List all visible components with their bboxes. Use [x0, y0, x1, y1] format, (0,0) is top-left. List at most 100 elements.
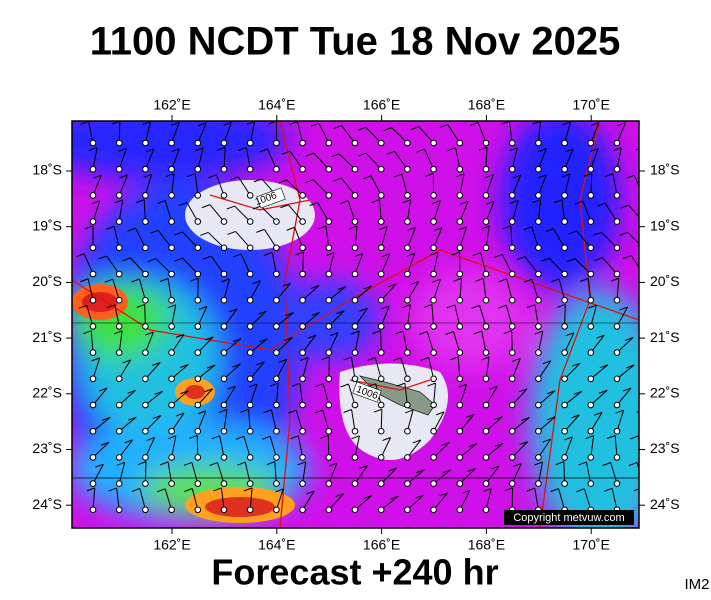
wind-barb — [348, 225, 358, 230]
wind-barb — [229, 308, 238, 313]
wind-station — [508, 401, 516, 409]
wind-barb — [396, 382, 406, 387]
wind-barb — [343, 409, 352, 413]
wind-barb — [354, 330, 360, 353]
wind-barb — [538, 390, 556, 406]
wind-station — [535, 401, 542, 409]
lon-label: 168˚E — [468, 97, 505, 113]
wind-barb — [269, 382, 279, 387]
wind-barb — [531, 279, 539, 301]
wind-station — [142, 454, 149, 461]
wind-barb — [197, 306, 208, 327]
wind-station — [561, 323, 568, 330]
wind-barb — [328, 332, 339, 353]
wind-barb — [573, 390, 582, 395]
wind-station — [168, 427, 175, 435]
wind-barb — [511, 441, 528, 458]
wind-barb — [80, 121, 89, 125]
wind-station — [404, 506, 411, 514]
isobar-label-box — [256, 187, 286, 209]
wind-barb — [469, 122, 479, 126]
wind-barb — [590, 412, 603, 432]
wind-barb — [619, 306, 628, 311]
wind-barb — [485, 416, 503, 432]
wind-barb — [418, 126, 434, 144]
wind-barb — [182, 231, 199, 249]
wind-barb — [206, 364, 216, 369]
wind-station — [89, 506, 97, 514]
wind-station — [613, 218, 621, 225]
wind-barb — [576, 230, 592, 249]
wind-barb — [545, 228, 554, 233]
wind-barb — [534, 330, 543, 335]
wind-barb — [402, 199, 411, 204]
wind-barb — [302, 334, 317, 353]
wind-barb — [122, 257, 131, 262]
wind-barb — [604, 202, 618, 222]
wind-barb — [354, 307, 368, 327]
wind-station — [89, 427, 97, 435]
wind-barb — [472, 252, 481, 257]
wind-barb — [116, 487, 120, 510]
wind-station — [508, 454, 516, 461]
lon-label: 162˚E — [153, 97, 190, 113]
wind-barb — [139, 488, 146, 510]
wind-barb — [381, 253, 390, 258]
wind-barb — [439, 124, 448, 129]
wind-barb — [243, 487, 253, 492]
wind-barb — [453, 331, 461, 353]
wind-barb — [636, 462, 639, 472]
wind-station — [168, 244, 175, 252]
wind-barb — [627, 231, 639, 245]
wind-barb — [295, 251, 304, 256]
wind-barb — [119, 174, 128, 179]
wind-barb — [583, 488, 592, 510]
wind-barb — [363, 285, 372, 290]
wind-station — [194, 296, 202, 304]
wind-barb — [78, 304, 87, 309]
wind-station — [168, 270, 175, 278]
wind-station — [115, 296, 123, 304]
wind-barb — [213, 487, 222, 492]
wind-barb — [297, 461, 306, 466]
wind-barb — [175, 333, 185, 338]
wind-station — [561, 454, 568, 461]
wind-barb — [636, 410, 639, 413]
wind-barb — [365, 152, 382, 170]
wind-station — [299, 375, 306, 383]
wind-station — [168, 375, 175, 383]
wind-station — [456, 349, 464, 356]
wind-barb — [435, 411, 445, 416]
wind-station — [613, 139, 621, 147]
wind-barb — [374, 357, 382, 379]
wind-station — [89, 139, 97, 147]
wind-barb — [202, 255, 212, 260]
wind-barb — [489, 385, 498, 390]
wind-barb — [305, 152, 314, 157]
wind-barb — [604, 173, 614, 178]
wind-barb — [237, 176, 251, 196]
wind-station — [246, 270, 254, 278]
wind-barb — [232, 363, 241, 368]
wind-station — [535, 480, 542, 487]
wind-barb — [91, 357, 100, 362]
wind-barb — [106, 304, 116, 309]
wind-station — [351, 427, 359, 435]
wind-barb — [585, 461, 592, 484]
wind-barb — [331, 153, 340, 158]
wind-station — [351, 401, 359, 409]
wind-barb — [634, 148, 639, 151]
wind-station — [273, 506, 280, 514]
wind-station — [299, 165, 306, 173]
wind-barb — [92, 357, 101, 379]
wind-station — [194, 270, 202, 278]
wind-station — [142, 323, 149, 330]
wind-station — [482, 323, 490, 330]
wind-station — [351, 165, 359, 173]
wind-barb — [357, 126, 367, 131]
wind-station — [220, 349, 228, 356]
wind-station — [456, 192, 464, 199]
wind-barb — [147, 258, 156, 263]
wind-barb — [491, 465, 500, 470]
wind-barb — [616, 387, 632, 406]
